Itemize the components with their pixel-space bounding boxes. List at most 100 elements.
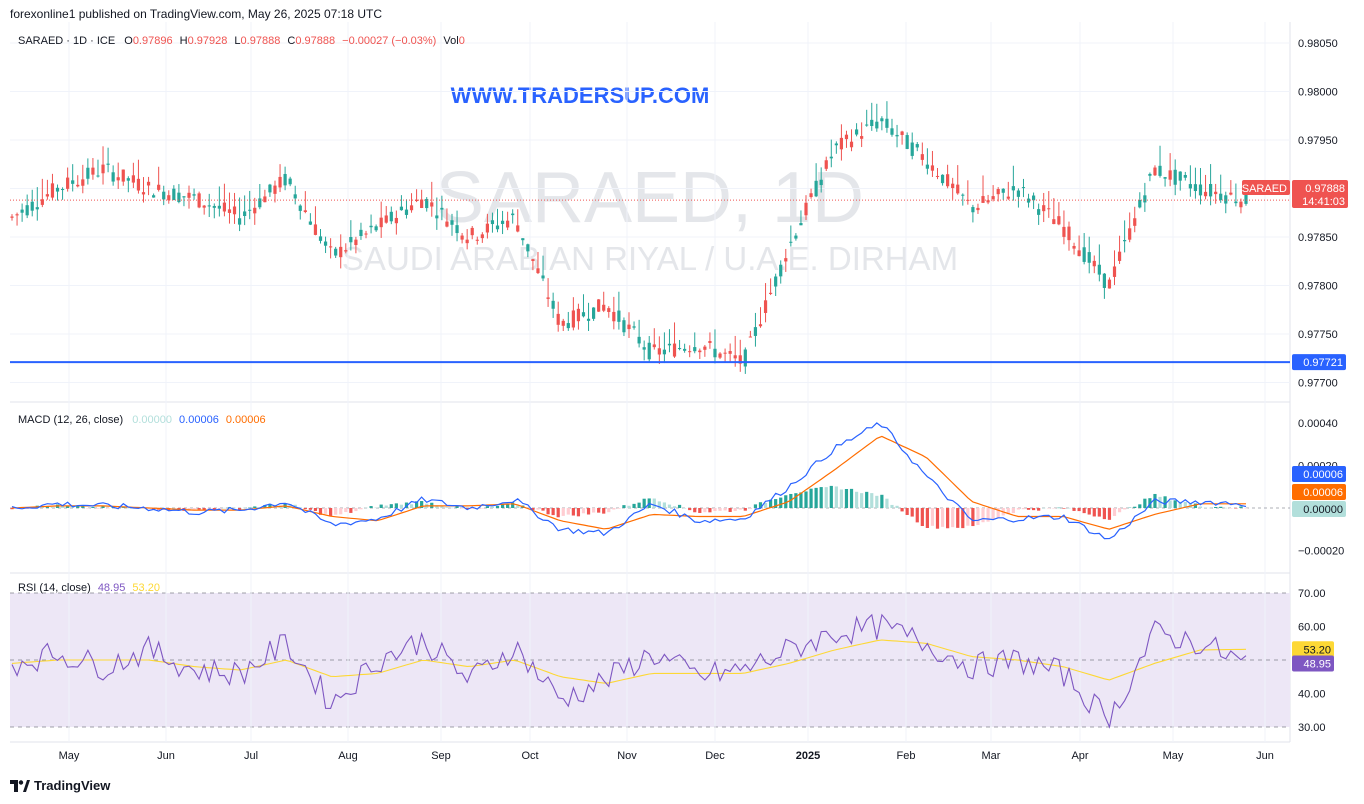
candle-body (293, 194, 297, 199)
candle-body (445, 221, 449, 227)
macd-histogram-bar (202, 508, 206, 510)
candle-body (111, 172, 115, 182)
candle-body (480, 234, 484, 239)
candle-body (177, 192, 181, 203)
candle-body (399, 206, 404, 211)
candle-body (1153, 167, 1157, 176)
candle-body (81, 179, 85, 186)
macd-histogram-bar (323, 508, 328, 514)
candle-body (1148, 173, 1152, 176)
candle-body (723, 352, 727, 354)
macd-histogram-bar (865, 491, 869, 508)
macd-histogram-bar (875, 495, 879, 508)
candle-body (394, 217, 398, 224)
macd-histogram-bar (364, 507, 368, 509)
macd-histogram-bar (10, 508, 14, 510)
candle-body (743, 349, 747, 367)
rsi-axis[interactable]: 70.00 60.00 40.00 30.00 (1298, 588, 1326, 734)
candle-body (1011, 186, 1015, 191)
candle-body (1097, 264, 1101, 275)
price-tick-label: 0.97800 (1298, 281, 1338, 293)
macd-histogram-bar (1148, 498, 1152, 508)
rsi-value-tag: 48.95 (1292, 655, 1334, 672)
macd-histogram-bar (1198, 506, 1203, 508)
legend-symbol[interactable]: SARAED · 1D · ICE (18, 35, 116, 47)
macd-histogram-bar (1021, 508, 1026, 510)
macd-histogram-bar (298, 507, 302, 508)
price-tick-label: 0.98050 (1298, 38, 1338, 50)
candle-body (414, 199, 419, 201)
candle-body (799, 223, 803, 226)
macd-histogram-bar (384, 505, 388, 508)
watermark-symbol: SARAED, 1D (436, 158, 864, 238)
macd-histogram-bar (455, 506, 459, 508)
candle-body (829, 156, 833, 159)
candle-body (30, 201, 34, 211)
candle-body (384, 215, 388, 223)
macd-histogram-bar (667, 504, 672, 508)
macd-histogram-bar (1219, 506, 1223, 508)
macd-histogram-bar (996, 508, 1000, 518)
candle-body (1082, 247, 1086, 262)
candle-body (313, 224, 318, 235)
candle-body (566, 323, 570, 329)
macd-histogram-bar (81, 505, 85, 508)
macd-histogram-bar (718, 508, 722, 511)
macd-histogram-bar (1244, 508, 1248, 509)
candle-body (500, 220, 505, 224)
candle-body (288, 178, 292, 185)
candle-body (1042, 205, 1046, 212)
macd-histogram-bar (581, 508, 586, 514)
rsi-line (11, 613, 1247, 729)
watermark-name: SAUDI ARABIAN RIYAL / U.A.E. DIRHAM (342, 240, 958, 277)
macd-signal-line (11, 435, 1246, 530)
rsi-band (10, 592, 1290, 728)
candle-body (996, 189, 1000, 195)
time-tick-label: Jun (1256, 750, 1274, 762)
macd-histogram-bar (637, 502, 641, 508)
rsi-legend: RSI (14, close) 48.95 53.20 (18, 582, 160, 594)
time-axis[interactable]: May Jun Jul Aug Sep Oct Nov Dec 2025 Feb Mar Apr May… (59, 750, 1274, 762)
macd-histogram-bar (981, 508, 985, 523)
price-tick-label: 0.98000 (1298, 87, 1338, 99)
candle-body (1183, 174, 1187, 178)
candle-body (344, 250, 348, 252)
candle-body (531, 259, 535, 262)
candle-body (1188, 184, 1192, 189)
macd-histogram-bar (1011, 508, 1015, 514)
candle-body (1031, 195, 1036, 201)
legend-volume-value: 0 (458, 35, 465, 47)
rsi-ma-tag: 53.20 (1292, 641, 1334, 658)
macd-histogram-bar (399, 504, 404, 508)
candle-body (152, 195, 156, 198)
candle-body (758, 324, 763, 327)
candle-body (657, 348, 661, 355)
macd-histogram-bar (1062, 508, 1066, 509)
macd-histogram-bar (237, 508, 242, 510)
macd-signal-tag-bg (1292, 484, 1346, 500)
candle-body (71, 180, 75, 184)
macd-title[interactable]: MACD (12, 26, close) (18, 414, 124, 426)
macd-signal-value: 0.00006 (225, 414, 266, 426)
candle-body (20, 209, 24, 213)
candle-body (450, 220, 454, 225)
candle-body (172, 188, 176, 201)
rsi-title[interactable]: RSI (14, close) (18, 582, 91, 594)
price-axis[interactable]: 0.980500.980000.979500.979000.978500.978… (1298, 38, 1338, 390)
candle-body (232, 206, 237, 215)
macd-histogram-bar (758, 502, 763, 508)
candle-body (854, 129, 859, 135)
candle-body (126, 178, 130, 181)
rsi-tick-label: 30.00 (1298, 722, 1326, 734)
candle-body (141, 192, 146, 195)
macd-histogram-bar (910, 508, 914, 517)
published-header: forexonline1 published on TradingView.co… (10, 7, 383, 21)
macd-histogram-bar (829, 485, 833, 508)
footer-brand[interactable]: TradingView (10, 778, 110, 793)
macd-histogram-bar (627, 505, 631, 508)
last-price-tag-text: 14:41:03 (1302, 196, 1345, 208)
candle-body (546, 297, 550, 299)
macd-histogram-bar (779, 497, 783, 508)
